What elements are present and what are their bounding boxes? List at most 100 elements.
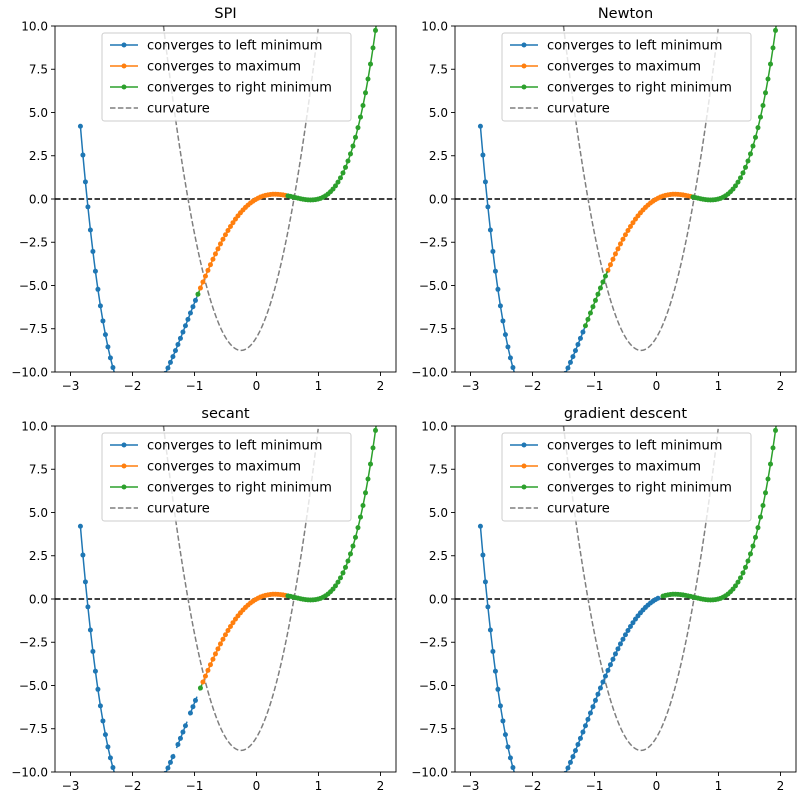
data-point — [735, 179, 741, 185]
y-tick-label: −5.0 — [19, 279, 48, 293]
x-tick-label: 0 — [653, 779, 661, 793]
legend-label: converges to right minimum — [147, 481, 332, 496]
data-point — [357, 114, 363, 120]
data-point — [357, 514, 363, 520]
legend-marker — [121, 84, 127, 90]
data-point — [570, 354, 576, 360]
data-point — [482, 579, 488, 585]
x-tick-label: 2 — [777, 779, 785, 793]
data-point — [625, 628, 631, 633]
data-point — [175, 742, 181, 748]
data-point — [773, 427, 778, 433]
data-point — [190, 704, 196, 710]
data-point — [750, 143, 756, 149]
data-point — [363, 90, 368, 96]
data-point — [742, 164, 748, 170]
legend-label: converges to maximum — [547, 60, 701, 75]
y-tick-label: 0.0 — [29, 192, 48, 206]
legend-label: converges to maximum — [147, 460, 301, 475]
data-point — [737, 175, 743, 181]
data-point — [577, 335, 583, 341]
data-point — [217, 241, 223, 247]
data-point — [345, 158, 351, 164]
x-tick-label: 1 — [315, 379, 323, 393]
y-tick-label: −10.0 — [11, 365, 48, 379]
data-point — [617, 241, 623, 247]
series-left-minimum — [477, 123, 586, 372]
data-point — [592, 697, 598, 703]
data-point — [332, 583, 338, 589]
data-point — [373, 27, 378, 33]
legend-box — [101, 432, 352, 522]
chart-panel-3: −3 −2 −1 0 1 2 −10.0 −7.5 −5.0 −2.5 0.0 2.5 5.0 7.5 10… — [11, 406, 397, 793]
legend: converges to left minimum converges to ma… — [101, 432, 352, 522]
data-point — [352, 134, 358, 140]
y-tick-label: −2.5 — [419, 636, 448, 650]
series-left-minimum — [77, 123, 198, 372]
legend-label: curvature — [147, 102, 210, 117]
data-point — [505, 744, 511, 750]
y-tick-label: 5.0 — [29, 106, 48, 120]
data-point — [582, 323, 588, 329]
data-point — [575, 342, 581, 348]
series-left-minimum — [477, 523, 661, 779]
y-tick-label: −10.0 — [411, 365, 448, 379]
legend-item: converges to maximum — [110, 60, 301, 75]
x-tick-label: 1 — [715, 779, 723, 793]
data-point — [577, 735, 583, 741]
data-point — [500, 718, 506, 724]
x-tick-label: −3 — [462, 379, 480, 393]
data-point — [513, 774, 518, 779]
data-point — [597, 685, 603, 691]
x-tick-label: −2 — [524, 379, 542, 393]
x-tick-label: −2 — [124, 379, 142, 393]
series-line — [479, 526, 661, 772]
legend-marker — [521, 442, 527, 448]
data-point — [97, 703, 103, 709]
y-tick-label: −7.5 — [419, 722, 448, 736]
data-point — [347, 551, 353, 557]
curvature-line — [562, 26, 720, 352]
data-point — [485, 604, 491, 610]
data-point — [225, 628, 231, 633]
legend-marker — [521, 484, 527, 490]
data-point — [177, 335, 183, 341]
series-right-minimum — [660, 426, 778, 603]
data-point — [485, 204, 491, 210]
x-tick-label: −1 — [186, 379, 204, 393]
data-point — [87, 627, 93, 633]
legend-box — [101, 32, 352, 122]
x-tick-label: 2 — [777, 379, 785, 393]
data-point — [497, 303, 503, 309]
y-tick-label: 7.5 — [29, 463, 48, 477]
x-tick-label: −3 — [62, 779, 80, 793]
data-point — [565, 365, 571, 371]
data-point — [110, 765, 116, 771]
y-tick-label: −2.5 — [19, 636, 48, 650]
data-point — [102, 332, 108, 338]
y-tick-label: 7.5 — [429, 463, 448, 477]
data-point — [610, 256, 616, 262]
data-point — [630, 220, 636, 226]
y-tick-label: 10.0 — [21, 19, 48, 33]
data-point — [182, 323, 188, 329]
series-right-minimum — [582, 26, 778, 329]
legend-label: converges to right minimum — [547, 481, 732, 496]
plot-area — [455, 426, 796, 779]
data-point — [368, 61, 373, 67]
data-point — [222, 232, 228, 238]
data-point — [580, 729, 586, 735]
data-point — [107, 355, 113, 361]
data-point — [575, 742, 581, 748]
data-point — [585, 716, 591, 722]
data-point — [185, 316, 191, 322]
legend-label: curvature — [147, 502, 210, 517]
y-tick-label: −7.5 — [19, 322, 48, 336]
y-tick-label: 2.5 — [29, 149, 48, 163]
data-point — [768, 61, 773, 67]
data-point — [600, 679, 606, 685]
x-tick-label: −2 — [524, 779, 542, 793]
legend-label: converges to left minimum — [547, 39, 722, 54]
data-point — [752, 134, 758, 140]
y-tick-label: −5.0 — [19, 679, 48, 693]
